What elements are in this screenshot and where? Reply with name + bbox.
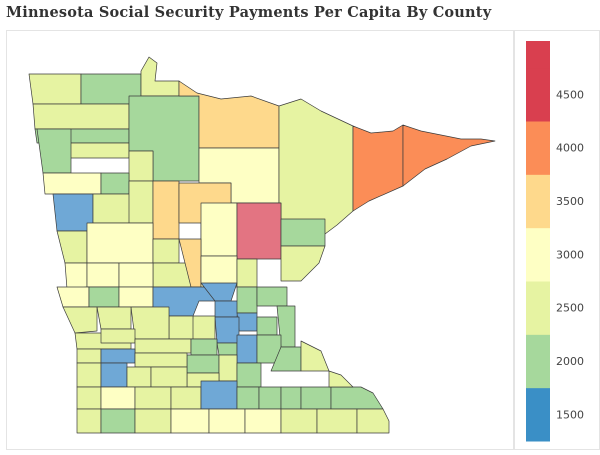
county-swift[interactable] <box>96 306 132 330</box>
county-lyon[interactable] <box>100 348 136 364</box>
county-lincoln[interactable] <box>76 348 102 364</box>
county-aitkin[interactable] <box>200 202 238 257</box>
legend-tick-label: 4500 <box>556 88 584 101</box>
county-fillmore[interactable] <box>280 408 318 434</box>
county-marshall[interactable] <box>32 103 130 130</box>
county-carver[interactable] <box>216 342 238 356</box>
county-wadena[interactable] <box>152 238 180 264</box>
legend-bin <box>526 174 550 229</box>
legend-tick-label: 2500 <box>556 302 584 315</box>
legend-bin <box>526 67 550 122</box>
chart-title: Minnesota Social Security Payments Per C… <box>6 4 492 21</box>
county-faribault[interactable] <box>170 408 210 434</box>
county-traverse[interactable] <box>64 262 88 290</box>
county-hubbard[interactable] <box>128 180 154 224</box>
county-wright[interactable] <box>190 315 216 340</box>
county-kanabec[interactable] <box>236 258 258 288</box>
county-winona[interactable] <box>330 386 384 410</box>
county-kittson[interactable] <box>28 73 82 105</box>
legend-tick-label: 3500 <box>556 195 584 208</box>
county-redwood[interactable] <box>134 352 188 368</box>
legend-tick-label: 2000 <box>556 355 584 368</box>
county-wabasha[interactable] <box>300 340 330 372</box>
minnesota-map <box>28 56 496 434</box>
county-carlton[interactable] <box>236 202 282 260</box>
county-blue-earth[interactable] <box>200 380 238 410</box>
county-lake-of-the-woods[interactable] <box>140 56 180 97</box>
county-dodge[interactable] <box>280 386 302 410</box>
county-watonwan[interactable] <box>170 386 202 410</box>
county-pope[interactable] <box>118 286 154 308</box>
county-douglas[interactable] <box>118 262 154 288</box>
county-houston-east[interactable] <box>356 408 390 434</box>
county-chisago[interactable] <box>256 286 288 307</box>
county-mcleod[interactable] <box>190 338 218 356</box>
county-grant[interactable] <box>86 262 120 288</box>
county-polk[interactable] <box>36 128 72 174</box>
county-mahnomen[interactable] <box>100 172 130 195</box>
county-todd[interactable] <box>152 262 192 288</box>
county-scott[interactable] <box>236 334 258 364</box>
county-clearwater[interactable] <box>128 150 154 182</box>
county-olmsted[interactable] <box>300 386 332 410</box>
county-waseca[interactable] <box>236 386 260 410</box>
county-pine[interactable] <box>280 218 326 247</box>
legend-bin <box>526 41 550 69</box>
county-hennepin[interactable] <box>214 316 240 344</box>
county-sibley[interactable] <box>186 354 220 374</box>
county-norman[interactable] <box>42 172 102 195</box>
county-renville[interactable] <box>134 338 192 354</box>
county-steele[interactable] <box>258 386 282 410</box>
county-le-sueur[interactable] <box>218 354 238 382</box>
county-lac-qui-parle[interactable] <box>62 306 98 334</box>
county-lake[interactable] <box>352 124 404 212</box>
county-rock[interactable] <box>76 386 102 410</box>
county-meeker[interactable] <box>168 315 194 340</box>
county-mille-lacs[interactable] <box>200 255 238 288</box>
county-stevens[interactable] <box>88 286 120 308</box>
county-freeborn[interactable] <box>208 408 246 434</box>
county-cook[interactable] <box>402 124 496 187</box>
legend-bin <box>526 121 550 175</box>
county-rice[interactable] <box>236 362 262 388</box>
county-jackson[interactable] <box>134 386 172 410</box>
legend-panel: 4500 4000 3500 3000 2500 2000 1500 <box>514 30 600 450</box>
county-martin[interactable] <box>134 408 172 434</box>
map-panel <box>6 30 514 450</box>
county-kandiyohi[interactable] <box>130 306 170 340</box>
county-houston-north[interactable] <box>328 370 354 388</box>
county-nobles-south[interactable] <box>76 408 102 434</box>
county-jackson-south[interactable] <box>100 408 136 434</box>
county-layer <box>28 56 496 434</box>
county-chippewa[interactable] <box>100 328 136 344</box>
county-sherburne[interactable] <box>214 300 240 318</box>
county-otter-tail[interactable] <box>86 222 154 264</box>
county-pine-south[interactable] <box>280 245 326 282</box>
county-isanti[interactable] <box>236 286 258 314</box>
legend-tick-label: 1500 <box>556 408 584 421</box>
county-pipestone[interactable] <box>76 362 102 388</box>
legend-bin <box>526 334 550 389</box>
legend-tick-label: 3000 <box>556 248 584 261</box>
legend-bin <box>526 281 550 335</box>
county-big-stone[interactable] <box>56 286 90 308</box>
legend-tick-label: 4000 <box>556 142 584 155</box>
county-cass[interactable] <box>152 180 180 240</box>
county-wilkin[interactable] <box>56 230 88 264</box>
county-st-louis[interactable] <box>278 98 354 238</box>
county-cottonwood[interactable] <box>126 366 152 388</box>
county-nobles[interactable] <box>100 386 136 410</box>
legend-bin <box>526 227 550 282</box>
color-legend: 4500 4000 3500 3000 2500 2000 1500 <box>526 41 584 442</box>
county-ramsey[interactable] <box>256 316 278 336</box>
county-houston[interactable] <box>316 408 358 434</box>
county-mower[interactable] <box>244 408 282 434</box>
county-brown[interactable] <box>150 366 188 388</box>
county-anoka[interactable] <box>236 312 258 332</box>
county-murray[interactable] <box>100 362 128 388</box>
legend-bin <box>526 387 550 442</box>
